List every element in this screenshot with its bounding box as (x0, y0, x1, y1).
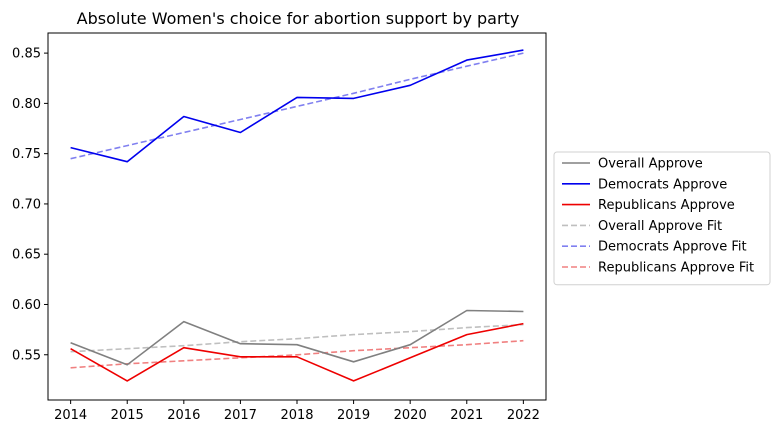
legend-label-republicans-approve: Republicans Approve (598, 198, 735, 213)
series-line-democrats-approve-fit (70, 52, 524, 160)
y-axis: 0.55 0.60 0.65 0.70 0.75 0.80 0.85 (12, 47, 48, 363)
series-line-overall-approve (70, 309, 524, 366)
legend: Overall Approve Democrats Approve Republic… (553, 151, 771, 286)
y-tick-label: 0.70 (12, 197, 41, 212)
y-tick-label: 0.65 (12, 248, 41, 263)
legend-label-overall-approve-fit: Overall Approve Fit (598, 219, 722, 234)
y-tick-label: 0.75 (12, 147, 41, 162)
series-line-republicans-approve (70, 322, 524, 382)
x-tick-label: 2018 (280, 408, 313, 423)
series-line-overall-approve-fit (70, 323, 524, 353)
legend-box (553, 151, 771, 286)
x-tick-label: 2014 (54, 408, 87, 423)
y-tick-label: 0.55 (12, 348, 41, 363)
chart-title: Absolute Women's choice for abortion sup… (77, 9, 520, 28)
series-line-republicans-approve-fit (70, 339, 524, 369)
x-tick-label: 2015 (111, 408, 144, 423)
x-tick-label: 2016 (167, 408, 200, 423)
y-tick-label: 0.85 (12, 47, 41, 62)
legend-label-democrats-approve: Democrats Approve (598, 177, 727, 192)
x-tick-label: 2021 (450, 408, 483, 423)
x-axis: 2014 2015 2016 2017 2018 2019 2020 2021 2022 (54, 400, 540, 423)
x-tick-label: 2022 (507, 408, 540, 423)
legend-label-republicans-approve-fit: Republicans Approve Fit (598, 261, 754, 276)
legend-label-overall-approve: Overall Approve (598, 157, 703, 172)
y-tick-label: 0.80 (12, 97, 41, 112)
series-line-democrats-approve (70, 49, 524, 163)
series-lines (70, 49, 524, 382)
y-tick-label: 0.60 (12, 298, 41, 313)
legend-label-democrats-approve-fit: Democrats Approve Fit (598, 240, 747, 255)
x-tick-label: 2019 (337, 408, 370, 423)
x-tick-label: 2017 (224, 408, 257, 423)
x-tick-label: 2020 (394, 408, 427, 423)
